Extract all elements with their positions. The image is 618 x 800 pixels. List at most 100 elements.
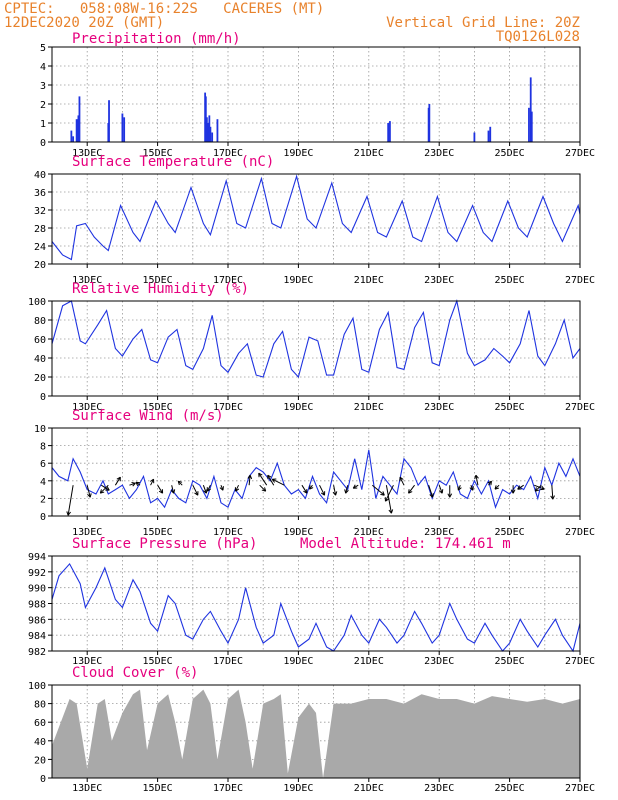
wind-vector bbox=[149, 478, 155, 486]
cloud-cover-ytick-label: 20 bbox=[34, 755, 46, 766]
wind-vector bbox=[206, 484, 211, 492]
precip-bar bbox=[204, 96, 207, 142]
cloud-cover-xtick-label: 21DEC bbox=[354, 783, 384, 794]
wind-vector bbox=[247, 474, 253, 486]
pressure-annotation: Model Altitude: 174.461 m bbox=[300, 536, 511, 552]
pressure-xtick-label: 23DEC bbox=[424, 656, 454, 667]
wind-vector bbox=[408, 484, 415, 494]
wind-vector bbox=[66, 485, 74, 516]
precip-bar bbox=[487, 130, 490, 142]
temperature-frame bbox=[51, 173, 581, 265]
humidity-xtick-label: 17DEC bbox=[213, 402, 243, 413]
cloud-cover-xtick-label: 27DEC bbox=[565, 783, 595, 794]
temperature-ytick-label: 20 bbox=[34, 260, 46, 271]
humidity-ytick-label: 60 bbox=[34, 335, 46, 346]
wind-ytick-label: 0 bbox=[40, 512, 46, 523]
pressure-ytick-label: 990 bbox=[28, 584, 46, 595]
panels: 0 1 2 3 4 5 13DEC 15DEC 17DEC 19DEC 21DEC 23DEC 25DE… bbox=[28, 31, 595, 794]
precip-bar bbox=[78, 96, 81, 142]
humidity-xtick-label: 25DEC bbox=[495, 402, 525, 413]
header-grid-line-note: Vertical Grid Line: 20Z bbox=[386, 15, 580, 31]
wind-vector bbox=[177, 480, 183, 486]
humidity-ytick-label: 20 bbox=[34, 373, 46, 384]
cloud-cover-ytick-label: 0 bbox=[40, 774, 46, 785]
wind-vector bbox=[352, 484, 359, 489]
humidity-panel: 0 20 40 60 80 100 13DEC 15DEC 17DEC 19DEC 21DEC 23D… bbox=[28, 281, 595, 413]
wind-vector bbox=[319, 484, 326, 496]
precip-bar bbox=[70, 130, 73, 142]
temperature-ytick-label: 36 bbox=[34, 188, 46, 199]
cloud-cover-xtick-label: 15DEC bbox=[143, 783, 173, 794]
wind-xtick-label: 17DEC bbox=[213, 527, 243, 538]
wind-panel: 0 2 4 6 8 10 13DEC 15DEC 17DEC 19DEC 21DEC 23DEC 25D… bbox=[34, 408, 595, 538]
humidity-ytick-label: 100 bbox=[28, 297, 46, 308]
pressure-ytick-label: 992 bbox=[28, 568, 46, 579]
wind-xtick-label: 13DEC bbox=[72, 527, 102, 538]
wind-vector bbox=[384, 484, 394, 502]
temperature-xtick-label: 25DEC bbox=[495, 275, 525, 286]
wind-vector bbox=[447, 485, 453, 498]
precipitation-ytick-label: 1 bbox=[40, 119, 46, 130]
temperature-xtick-label: 17DEC bbox=[213, 275, 243, 286]
wind-vector bbox=[202, 485, 208, 494]
temperature-xtick-label: 19DEC bbox=[283, 275, 313, 286]
pressure-ytick-label: 984 bbox=[28, 631, 46, 642]
precip-bar bbox=[77, 115, 80, 142]
temperature-title: Surface Temperature (nC) bbox=[72, 154, 274, 170]
precipitation-title: Precipitation (mm/h) bbox=[72, 31, 241, 47]
wind-xtick-label: 15DEC bbox=[143, 527, 173, 538]
wind-vector bbox=[99, 484, 109, 494]
precip-bar bbox=[207, 123, 209, 142]
wind-vector bbox=[399, 476, 405, 486]
pressure-panel: 982 984 986 988 990 992 994 13DEC 15DEC 17DEC 19DE… bbox=[28, 536, 595, 667]
wind-vector bbox=[258, 472, 268, 486]
pressure-xtick-label: 15DEC bbox=[143, 656, 173, 667]
wind-xtick-label: 25DEC bbox=[495, 527, 525, 538]
precipitation-xtick-label: 15DEC bbox=[143, 148, 173, 159]
humidity-title: Relative Humidity (%) bbox=[72, 281, 249, 297]
precipitation-xtick-label: 25DEC bbox=[495, 148, 525, 159]
precip-bar bbox=[209, 126, 212, 142]
precipitation-ytick-label: 2 bbox=[40, 100, 46, 111]
wind-vector bbox=[517, 484, 524, 490]
cloud-cover-title: Cloud Cover (%) bbox=[72, 665, 198, 681]
precip-bar bbox=[529, 77, 532, 142]
precip-bar bbox=[489, 126, 492, 142]
precipitation-frame bbox=[51, 46, 581, 143]
precip-bar bbox=[208, 115, 211, 142]
wind-xtick-label: 21DEC bbox=[354, 527, 384, 538]
humidity-xtick-label: 19DEC bbox=[283, 402, 313, 413]
wind-vector bbox=[219, 485, 224, 491]
precip-bar bbox=[211, 132, 214, 142]
wind-vector bbox=[86, 485, 92, 498]
cloud-cover-ytick-label: 60 bbox=[34, 718, 46, 729]
wind-vector bbox=[114, 476, 121, 486]
wind-ytick-label: 6 bbox=[40, 459, 46, 470]
temperature-xtick-label: 15DEC bbox=[143, 275, 173, 286]
wind-ytick-label: 2 bbox=[40, 494, 46, 505]
pressure-title: Surface Pressure (hPa) bbox=[72, 536, 257, 552]
precipitation-ytick-label: 5 bbox=[40, 43, 46, 54]
wind-frame bbox=[51, 427, 581, 517]
precip-bar bbox=[72, 136, 75, 142]
header-station: CPTEC: 058:08W-16:22S CACERES (MT) bbox=[4, 1, 324, 17]
wind-title: Surface Wind (m/s) bbox=[72, 408, 224, 424]
wind-vector bbox=[234, 484, 240, 492]
wind-vector bbox=[344, 485, 349, 494]
cloud-cover-ytick-label: 100 bbox=[28, 681, 46, 692]
temperature-ytick-label: 40 bbox=[34, 170, 46, 181]
pressure-xtick-label: 21DEC bbox=[354, 656, 384, 667]
pressure-ytick-label: 994 bbox=[28, 552, 46, 563]
wind-vector bbox=[487, 480, 492, 486]
precip-bar bbox=[75, 119, 78, 142]
wind-vector bbox=[157, 484, 164, 494]
precipitation-ytick-label: 4 bbox=[40, 62, 46, 73]
humidity-ytick-label: 40 bbox=[34, 354, 46, 365]
humidity-line bbox=[51, 298, 581, 379]
temperature-ytick-label: 32 bbox=[34, 206, 46, 217]
wind-vector bbox=[428, 485, 434, 498]
temperature-ytick-label: 28 bbox=[34, 224, 46, 235]
precip-bar bbox=[205, 117, 208, 142]
pressure-xtick-label: 17DEC bbox=[213, 656, 243, 667]
